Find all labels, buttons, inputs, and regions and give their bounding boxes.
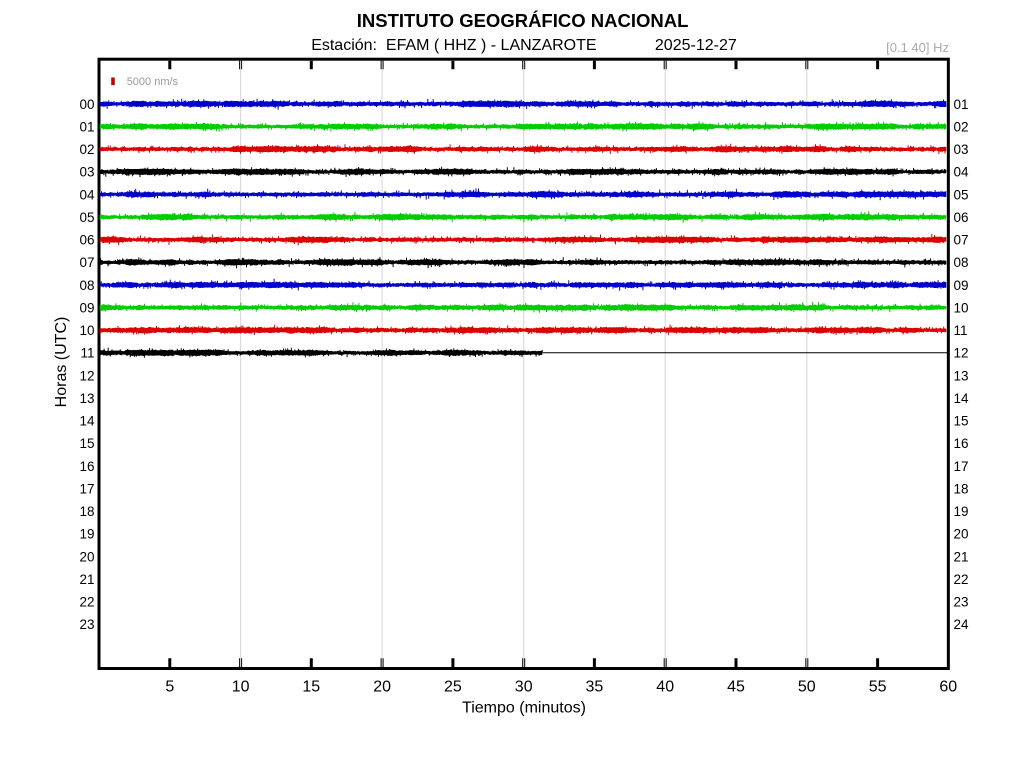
svg-text:11: 11	[80, 346, 94, 361]
svg-text:02: 02	[954, 119, 969, 134]
svg-text:13: 13	[79, 391, 94, 406]
svg-text:60: 60	[939, 679, 957, 696]
svg-text:18: 18	[79, 504, 94, 519]
svg-text:50: 50	[798, 679, 816, 696]
svg-text:22: 22	[79, 595, 94, 610]
svg-text:35: 35	[586, 679, 604, 696]
svg-text:02: 02	[79, 142, 94, 157]
svg-text:18: 18	[954, 482, 969, 497]
svg-text:03: 03	[79, 165, 94, 180]
svg-text:14: 14	[79, 414, 95, 429]
svg-text:08: 08	[954, 255, 969, 270]
svg-text:INSTITUTO GEOGRÁFICO NACIONAL: INSTITUTO GEOGRÁFICO NACIONAL	[357, 10, 689, 31]
svg-text:Tiempo (minutos): Tiempo (minutos)	[462, 700, 586, 717]
svg-text:07: 07	[954, 233, 969, 248]
svg-text:20: 20	[954, 527, 969, 542]
svg-text:13: 13	[954, 368, 969, 383]
svg-text:06: 06	[79, 233, 94, 248]
svg-text:00: 00	[79, 97, 94, 112]
svg-text:[0.1 40] Hz: [0.1 40] Hz	[886, 40, 949, 55]
svg-text:5: 5	[165, 679, 174, 696]
svg-text:20: 20	[373, 679, 391, 696]
svg-text:21: 21	[79, 572, 94, 587]
svg-text:05: 05	[954, 187, 969, 202]
svg-text:16: 16	[954, 436, 969, 451]
svg-text:22: 22	[954, 572, 969, 587]
svg-text:23: 23	[79, 617, 94, 632]
svg-text:19: 19	[954, 504, 969, 519]
svg-text:12: 12	[954, 346, 969, 361]
svg-text:15: 15	[79, 436, 94, 451]
svg-text:19: 19	[79, 527, 94, 542]
svg-text:30: 30	[515, 679, 533, 696]
svg-text:14: 14	[954, 391, 970, 406]
svg-text:17: 17	[954, 459, 969, 474]
svg-text:15: 15	[954, 414, 969, 429]
svg-text:5000 nm/s: 5000 nm/s	[127, 76, 179, 88]
svg-text:11: 11	[954, 323, 968, 338]
svg-text:04: 04	[79, 187, 95, 202]
svg-text:21: 21	[954, 549, 969, 564]
svg-text:08: 08	[79, 278, 94, 293]
svg-text:01: 01	[79, 119, 94, 134]
svg-text:25: 25	[444, 679, 462, 696]
svg-text:10: 10	[79, 323, 94, 338]
svg-text:23: 23	[954, 595, 969, 610]
svg-text:04: 04	[954, 165, 970, 180]
svg-text:20: 20	[79, 549, 94, 564]
svg-text:15: 15	[302, 679, 320, 696]
svg-text:01: 01	[954, 97, 969, 112]
svg-text:07: 07	[79, 255, 94, 270]
svg-text:10: 10	[232, 679, 250, 696]
svg-text:24: 24	[954, 617, 970, 632]
svg-text:17: 17	[79, 482, 94, 497]
svg-text:09: 09	[79, 301, 94, 316]
svg-text:2025-12-27: 2025-12-27	[655, 37, 737, 54]
svg-text:12: 12	[79, 368, 94, 383]
svg-text:55: 55	[869, 679, 887, 696]
svg-text:09: 09	[954, 278, 969, 293]
svg-text:16: 16	[79, 459, 94, 474]
svg-text:Estación: EFAM ( HHZ ) - LANZ: Estación: EFAM ( HHZ ) - LANZAROTE	[311, 37, 596, 54]
svg-text:06: 06	[954, 210, 969, 225]
svg-text:05: 05	[79, 210, 94, 225]
svg-text:03: 03	[954, 142, 969, 157]
svg-text:Horas (UTC): Horas (UTC)	[53, 317, 70, 408]
svg-text:40: 40	[656, 679, 674, 696]
svg-text:45: 45	[727, 679, 745, 696]
svg-text:10: 10	[954, 301, 969, 316]
